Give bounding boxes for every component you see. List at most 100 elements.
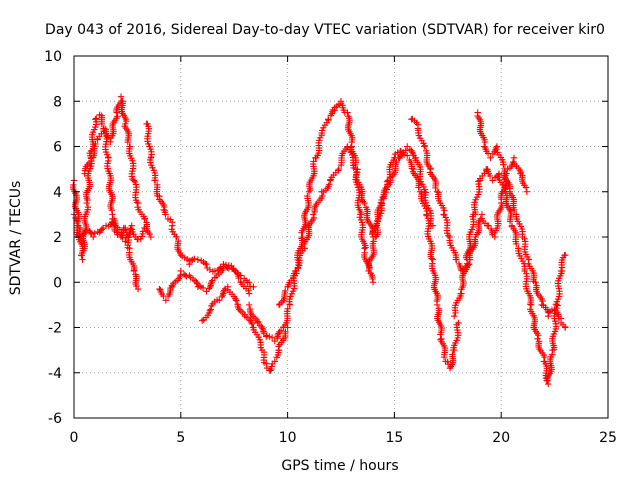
data-point <box>451 312 458 320</box>
data-point <box>500 161 507 168</box>
data-point <box>216 297 223 304</box>
data-point <box>535 332 542 339</box>
y-tick-label: 10 <box>44 49 62 65</box>
data-point <box>156 285 163 293</box>
data-point <box>421 143 428 150</box>
data-point <box>122 238 129 245</box>
data-point <box>98 226 105 233</box>
data-point <box>208 278 215 286</box>
data-point <box>250 283 257 290</box>
data-point <box>91 230 98 237</box>
data-point <box>493 143 501 150</box>
data-point <box>206 307 213 315</box>
data-point <box>248 320 256 328</box>
data-point <box>298 235 305 242</box>
data-point <box>130 177 138 184</box>
y-axis-label: SDTVAR / TECUs <box>8 181 24 296</box>
data-point <box>93 115 100 122</box>
data-point <box>310 158 317 165</box>
data-point <box>92 116 99 123</box>
data-point <box>437 331 444 338</box>
data-point <box>391 154 398 162</box>
data-point <box>539 297 546 305</box>
data-point <box>198 317 206 324</box>
data-point <box>245 290 253 297</box>
data-point <box>187 257 195 265</box>
data-point <box>267 367 274 374</box>
data-point <box>522 184 530 191</box>
data-point <box>384 177 392 184</box>
data-point <box>92 140 99 148</box>
y-tick-label: 2 <box>53 230 62 246</box>
data-point <box>162 211 169 218</box>
data-point <box>206 283 214 291</box>
data-point <box>557 267 565 275</box>
data-point <box>207 306 214 313</box>
data-point <box>370 238 377 245</box>
data-point <box>299 233 306 241</box>
x-tick-label: 10 <box>279 430 297 446</box>
data-point <box>464 261 472 268</box>
data-point <box>324 116 332 123</box>
data-point <box>84 204 92 211</box>
x-tick-label: 20 <box>492 430 510 446</box>
y-tick-label: -4 <box>48 366 62 382</box>
data-point <box>415 184 422 191</box>
data-point <box>90 233 97 241</box>
y-tick-label: 8 <box>53 94 62 110</box>
axis-ticks: 0 5 10 15 20 25 -6 -4 -2 0 2 4 6 8 10 <box>44 49 617 446</box>
data-point <box>235 274 242 282</box>
data-point <box>245 287 252 294</box>
data-point <box>83 227 91 234</box>
x-tick-label: 0 <box>70 430 79 446</box>
data-point <box>544 380 552 388</box>
data-point <box>513 240 520 248</box>
data-point <box>485 222 492 229</box>
data-point <box>282 287 289 295</box>
data-point <box>369 279 377 286</box>
data-point <box>408 147 415 155</box>
data-point <box>352 165 360 173</box>
x-tick-label: 15 <box>385 430 403 446</box>
data-point <box>453 256 460 263</box>
x-tick-label: 25 <box>599 430 617 446</box>
chart-title: Day 043 of 2016, Sidereal Day-to-day VTE… <box>45 22 605 38</box>
data-point <box>245 301 253 309</box>
data-point <box>233 297 240 304</box>
data-point <box>146 230 153 238</box>
data-point <box>423 207 431 215</box>
y-tick-label: 4 <box>53 185 62 201</box>
data-point <box>117 93 125 100</box>
data-point <box>123 117 130 125</box>
data-point <box>449 351 456 358</box>
data-point <box>199 284 207 292</box>
data-point <box>506 218 514 225</box>
data-point <box>344 109 351 116</box>
data-point <box>266 333 273 340</box>
data-point <box>263 360 270 367</box>
data-point <box>325 181 333 188</box>
data-point <box>486 172 494 180</box>
data-point <box>532 279 539 286</box>
data-point <box>108 206 116 214</box>
data-point <box>224 264 231 271</box>
data-point <box>177 267 184 275</box>
data-point <box>487 154 494 162</box>
data-point <box>527 301 535 309</box>
data-point <box>147 233 155 241</box>
data-point <box>455 319 462 327</box>
data-point <box>432 184 439 192</box>
data-point <box>428 255 435 262</box>
data-point <box>429 256 437 263</box>
data-point <box>409 149 416 156</box>
data-point <box>87 229 94 236</box>
y-tick-label: -2 <box>48 321 62 337</box>
y-tick-label: 0 <box>53 275 62 291</box>
data-point <box>271 358 278 365</box>
data-point <box>124 138 131 146</box>
data-point <box>245 279 253 286</box>
data-point <box>114 113 121 120</box>
data-point <box>404 152 411 159</box>
data-point <box>139 228 147 235</box>
data-point <box>282 328 289 335</box>
